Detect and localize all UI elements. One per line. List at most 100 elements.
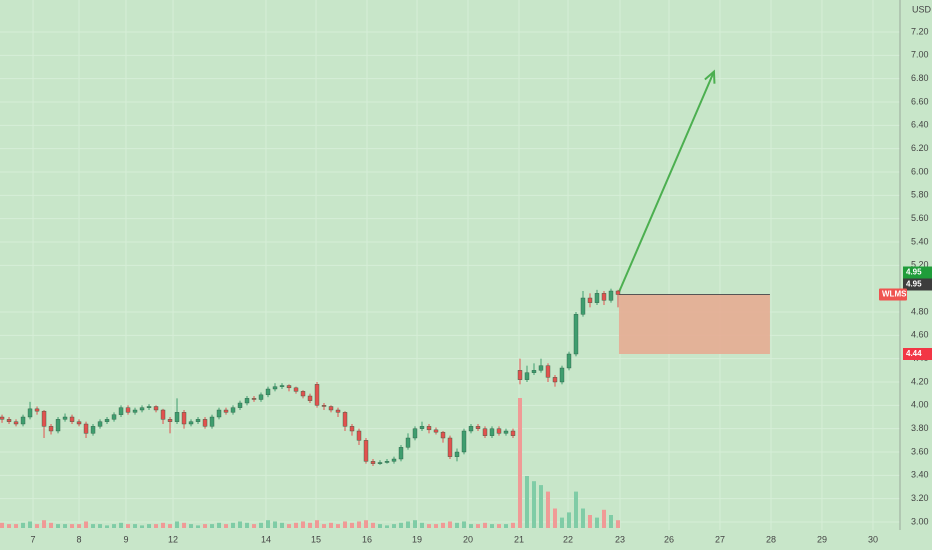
candle-body — [13, 421, 19, 425]
volume-bar — [14, 524, 19, 528]
volume-bar — [378, 524, 383, 528]
price-label: 4.44 — [906, 349, 922, 358]
candle-body — [167, 419, 173, 422]
volume-bar — [364, 520, 369, 528]
volume-bar — [343, 521, 348, 528]
candle-body — [279, 385, 285, 387]
x-tick-label: 22 — [563, 534, 573, 544]
volume-bar — [475, 524, 480, 528]
candle-body — [62, 416, 68, 420]
arrow-head — [704, 69, 716, 84]
x-tick-label: 28 — [766, 534, 776, 544]
y-tick-label: 4.60 — [911, 330, 929, 340]
candle-body — [461, 430, 467, 453]
volume-bar — [531, 481, 536, 528]
candle-body — [237, 402, 243, 408]
candle-body — [244, 398, 250, 404]
candle-body — [615, 290, 621, 295]
y-tick-label: 3.20 — [911, 493, 929, 503]
candle-body — [426, 426, 432, 431]
volume-bar — [203, 524, 208, 528]
candle-body — [41, 410, 47, 427]
price-label-bg — [903, 278, 932, 291]
x-tick-label: 26 — [664, 534, 674, 544]
x-tick-label: 21 — [514, 534, 524, 544]
volume-bar — [252, 524, 257, 528]
candle-body — [335, 409, 341, 413]
volume-bar — [552, 508, 557, 528]
volume-bar — [126, 524, 131, 528]
y-tick-label: 4.80 — [911, 306, 929, 316]
x-tick-label: 20 — [463, 534, 473, 544]
candle-body — [34, 408, 40, 412]
volume-bar — [112, 524, 117, 528]
y-tick-label: 6.00 — [911, 166, 929, 176]
x-tick-label: 23 — [615, 534, 625, 544]
candle-body — [6, 419, 12, 422]
volume-bar — [231, 522, 236, 528]
symbol-label-bg — [879, 288, 907, 301]
volume-bar — [98, 524, 103, 528]
volume-bar — [154, 524, 159, 528]
volume-bar — [196, 525, 201, 528]
candle-body — [230, 407, 236, 413]
candle-body — [440, 431, 446, 439]
x-tick-label: 7 — [31, 534, 36, 544]
volume-bar — [42, 520, 47, 528]
volume-bar — [21, 522, 26, 528]
candle-body — [531, 370, 537, 373]
candle-body — [293, 387, 299, 392]
candle-body — [419, 426, 425, 429]
candle-body — [356, 430, 362, 441]
volume-bar — [273, 521, 278, 528]
candle-body — [601, 293, 607, 301]
volume-bar — [371, 522, 376, 528]
candle-body — [517, 370, 523, 380]
volume-bar — [119, 522, 124, 528]
volume-bar — [587, 515, 592, 528]
volume-bar — [615, 520, 620, 528]
candle-body — [195, 419, 201, 422]
candle-body — [468, 426, 474, 432]
candle-body — [412, 428, 418, 439]
candle-body — [0, 416, 5, 420]
volume-bar — [175, 521, 180, 528]
candle-body — [489, 428, 495, 436]
candle-body — [111, 414, 117, 420]
candle-body — [391, 458, 397, 462]
volume-bar — [441, 522, 446, 528]
volume-bar — [301, 521, 306, 528]
volume-bar — [482, 522, 487, 528]
candle-body — [83, 423, 89, 434]
x-tick-label: 30 — [868, 534, 878, 544]
candle-body — [20, 416, 26, 425]
y-tick-label: 3.60 — [911, 446, 929, 456]
candle-body — [139, 407, 145, 411]
volume-bar — [49, 522, 54, 528]
x-tick-label: 29 — [817, 534, 827, 544]
candle-body — [363, 440, 369, 462]
volume-bar — [105, 525, 110, 528]
volume-bar — [399, 522, 404, 528]
candle-body — [272, 386, 278, 390]
volume-bar — [210, 524, 215, 528]
volume-bar — [336, 524, 341, 528]
y-tick-label: 6.80 — [911, 73, 929, 83]
x-tick-label: 15 — [311, 534, 321, 544]
volume-bar — [357, 521, 362, 528]
volume-bar — [266, 520, 271, 528]
candle-body — [90, 426, 96, 434]
candle-body — [209, 416, 215, 427]
x-tick-label: 27 — [715, 534, 725, 544]
volume-bar — [287, 524, 292, 528]
volume-bar — [35, 524, 40, 528]
volume-bar — [308, 522, 313, 528]
candle-body — [454, 451, 460, 457]
y-tick-label: 4.20 — [911, 376, 929, 386]
volume-bar — [496, 524, 501, 528]
candle-body — [300, 391, 306, 397]
candle-body — [55, 419, 61, 432]
candle-body — [328, 406, 334, 411]
volume-bar — [224, 524, 229, 528]
